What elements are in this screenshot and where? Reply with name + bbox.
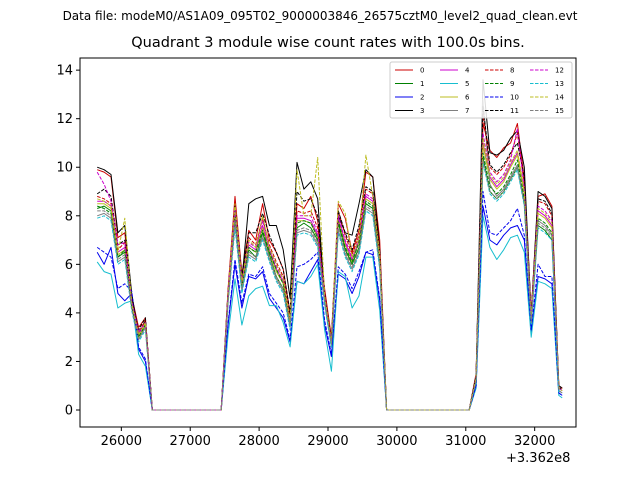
series-line-6 xyxy=(97,144,563,411)
x-axis-offset-text: +3.362e8 xyxy=(506,451,571,466)
legend-label-3: 3 xyxy=(420,107,424,115)
series-line-15 xyxy=(97,159,563,411)
y-tick-label: 0 xyxy=(65,404,73,419)
suptitle: Data file: modeM0/AS1A09_095T02_90000038… xyxy=(62,9,578,23)
y-tick-label: 14 xyxy=(56,64,73,79)
x-tick-label: 26000 xyxy=(101,434,142,449)
series-line-14 xyxy=(97,137,563,411)
series-line-9 xyxy=(97,152,563,411)
x-tick-label: 29000 xyxy=(307,434,348,449)
y-tick-label: 6 xyxy=(65,258,73,273)
legend-label-2: 2 xyxy=(420,94,424,102)
legend-label-15: 15 xyxy=(555,107,564,115)
x-tick-label: 27000 xyxy=(170,434,211,449)
series-lines xyxy=(96,79,563,411)
legend-label-9: 9 xyxy=(510,80,514,88)
series-line-5 xyxy=(96,215,563,411)
legend-box xyxy=(389,61,573,119)
legend-label-11: 11 xyxy=(510,107,519,115)
legend-label-14: 14 xyxy=(555,94,564,102)
series-line-10 xyxy=(96,191,563,411)
x-tick-label: 30000 xyxy=(376,434,417,449)
series-line-1 xyxy=(97,157,563,411)
legend-label-12: 12 xyxy=(555,67,564,75)
series-line-0 xyxy=(97,123,563,411)
legend-label-5: 5 xyxy=(465,80,469,88)
y-axis: 0 2 4 6 8 10 12 14 xyxy=(56,64,80,419)
legend-label-8: 8 xyxy=(510,67,514,75)
legend-label-4: 4 xyxy=(465,67,470,75)
series-line-2 xyxy=(96,205,563,411)
x-axis: 26000 27000 28000 29000 30000 31000 32000 xyxy=(101,427,555,449)
chart-title: Quadrant 3 module wise count rates with … xyxy=(131,35,525,51)
legend-label-7: 7 xyxy=(465,107,469,115)
legend-label-6: 6 xyxy=(465,94,470,102)
y-tick-label: 2 xyxy=(65,355,73,370)
x-tick-label: 32000 xyxy=(514,434,555,449)
legend-label-0: 0 xyxy=(420,67,424,75)
legend-label-13: 13 xyxy=(555,80,564,88)
y-tick-label: 8 xyxy=(65,209,73,224)
y-tick-label: 10 xyxy=(56,161,73,176)
legend-label-10: 10 xyxy=(510,94,519,102)
x-tick-label: 28000 xyxy=(238,434,279,449)
legend-label-1: 1 xyxy=(420,80,424,88)
series-line-11 xyxy=(96,106,563,411)
y-tick-label: 12 xyxy=(56,112,73,127)
series-line-8 xyxy=(97,113,563,411)
series-line-12 xyxy=(96,127,563,411)
x-tick-label: 31000 xyxy=(445,434,486,449)
series-line-13 xyxy=(97,161,563,411)
y-tick-label: 4 xyxy=(65,306,73,321)
